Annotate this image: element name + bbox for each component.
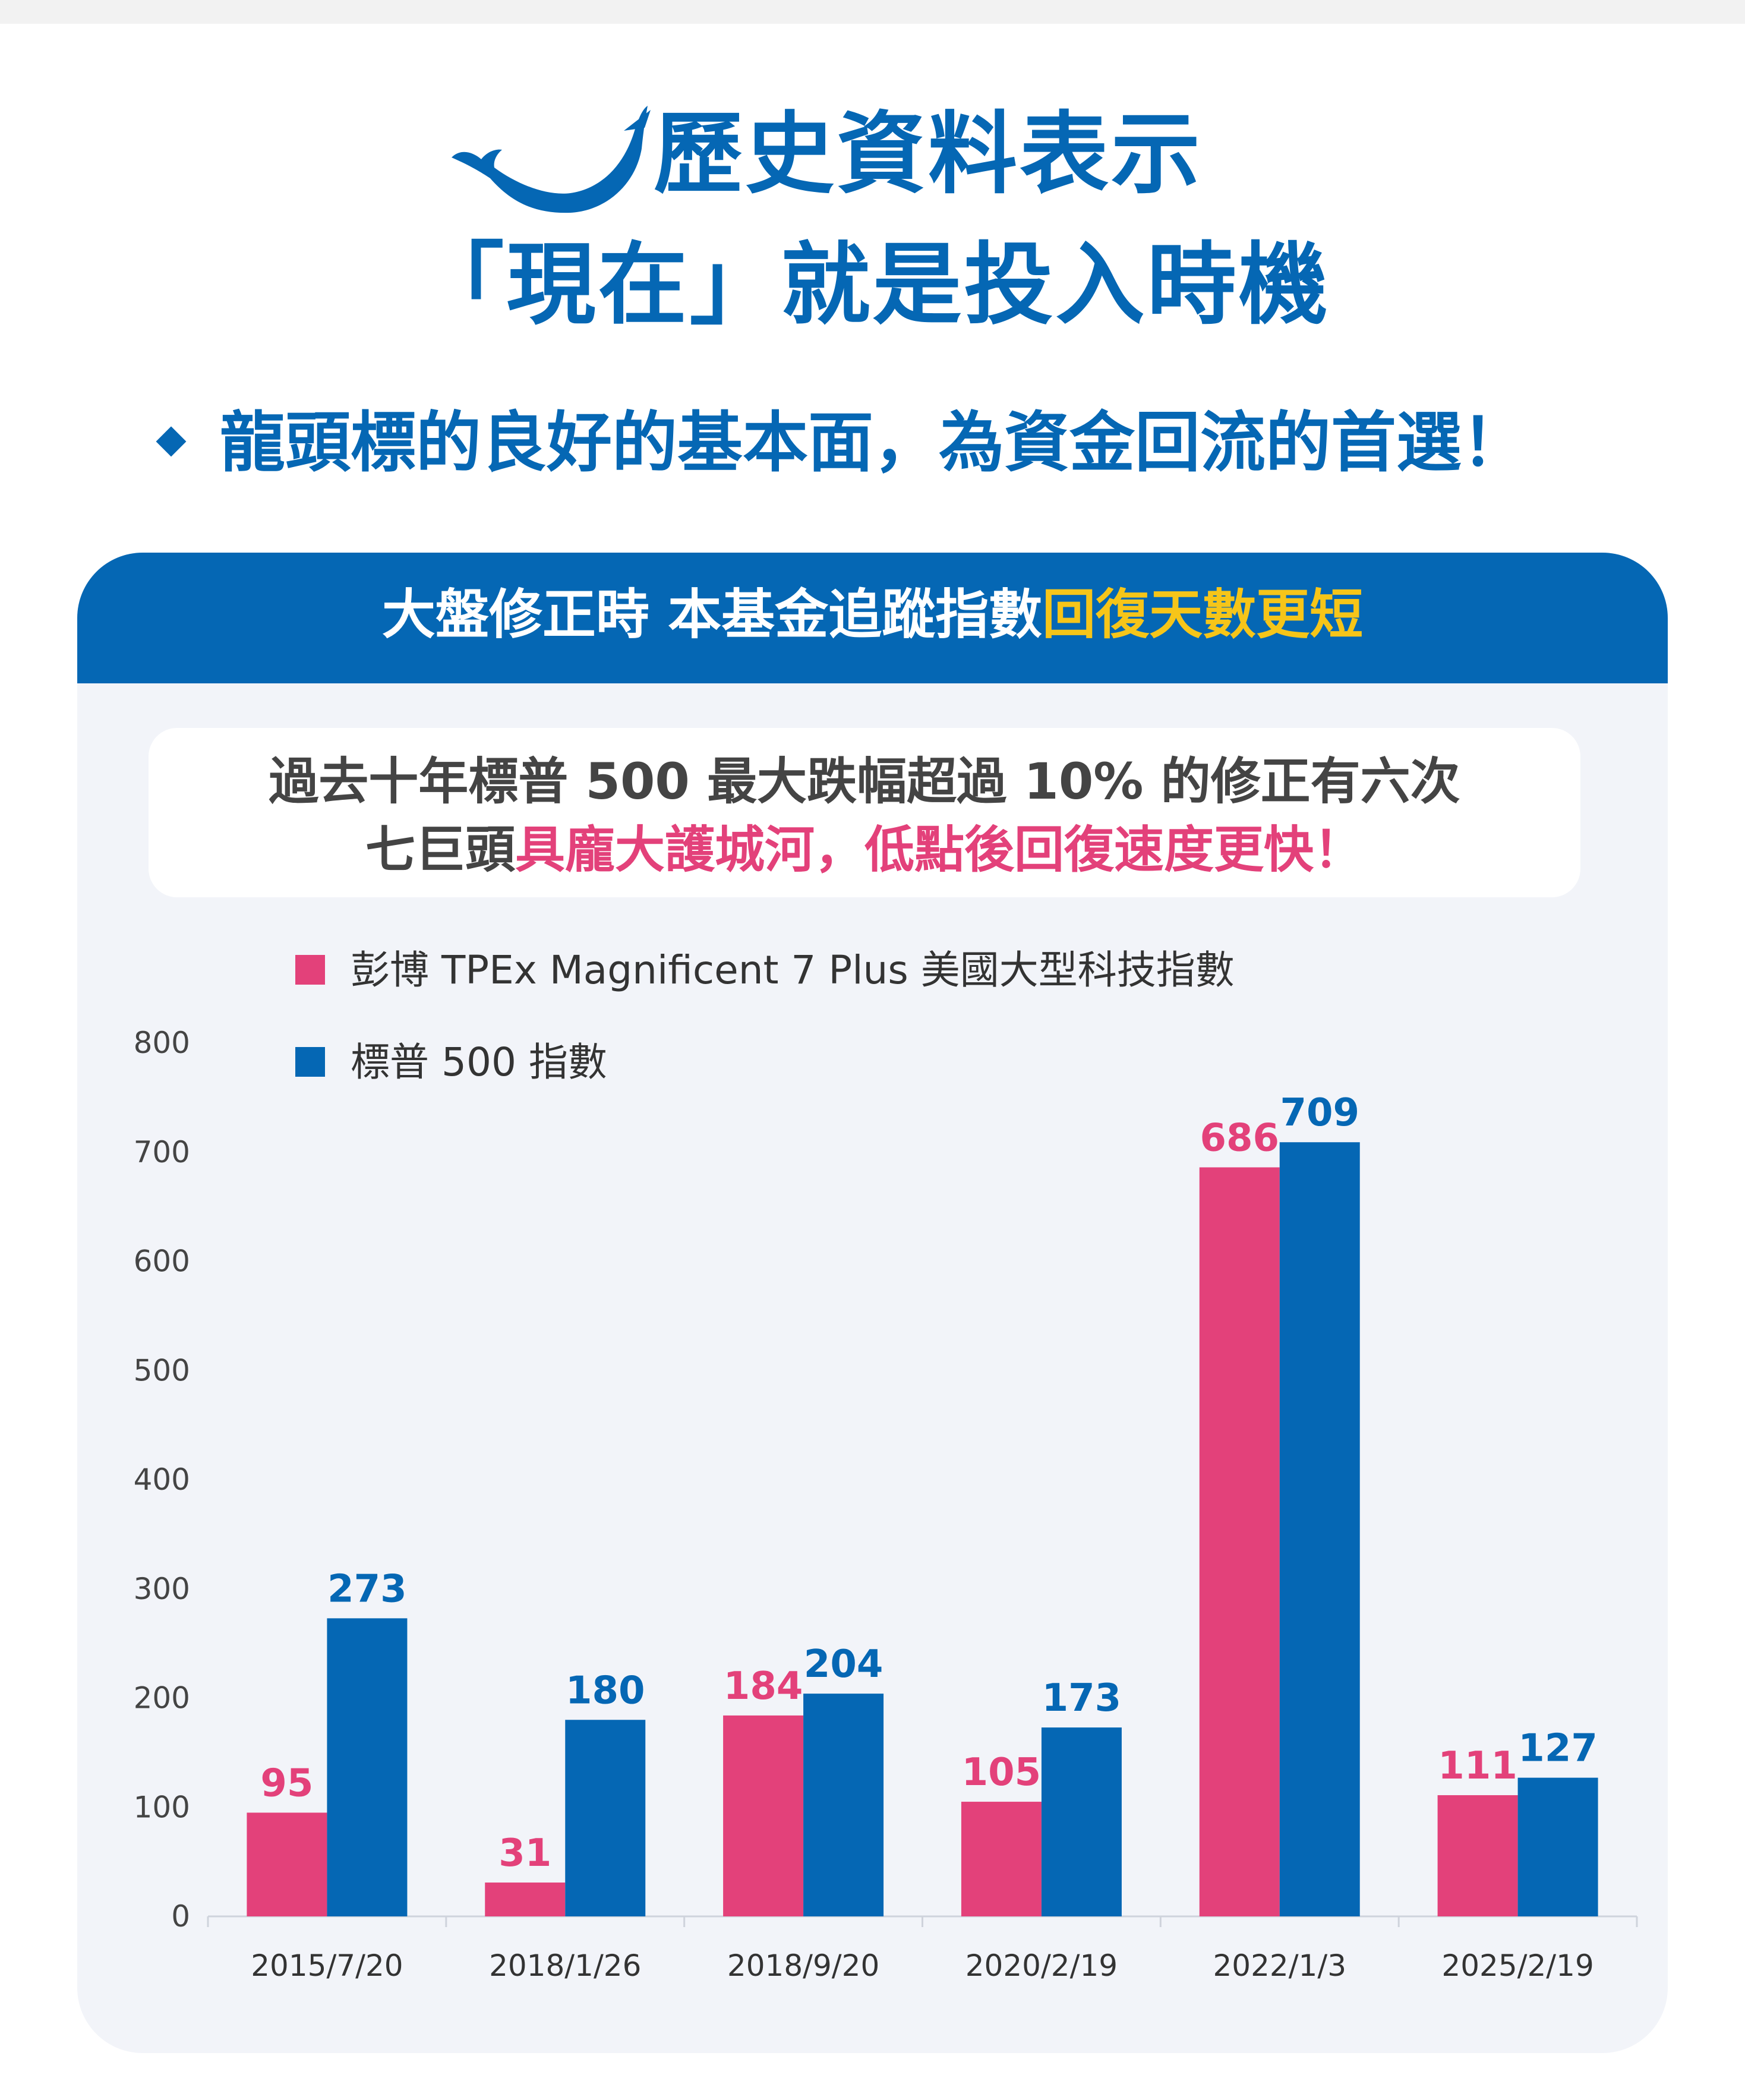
bar-value-label: 273 <box>327 1567 407 1611</box>
legend-label: 標普 500 指數 <box>351 1039 607 1085</box>
note-line2-plain: 七巨頭 <box>365 821 515 879</box>
note-line2: 七巨頭具龐大護城河，低點後回復速度更快！ <box>149 820 1580 879</box>
bar-value-label: 204 <box>804 1642 883 1686</box>
subtitle: 龍頭標的良好的基本面，為資金回流的首選！ <box>149 404 1634 481</box>
x-category-label: 2020/2/19 <box>965 1948 1118 1983</box>
bar-value-label: 111 <box>1438 1744 1517 1788</box>
bar-mag7 <box>1199 1167 1280 1916</box>
legend-label: 彭博 TPEx Magnificent 7 Plus 美國大型科技指數 <box>351 947 1235 993</box>
bar-mag7 <box>247 1812 327 1916</box>
bar-sp500 <box>1041 1727 1122 1916</box>
page-title-line2: 「現在」就是投入時機 <box>415 234 1330 337</box>
bar-value-label: 709 <box>1280 1091 1359 1135</box>
note-line1: 過去十年標普 500 最大跌幅超過 10% 的修正有六次 <box>269 752 1460 811</box>
bar-sp500 <box>803 1694 884 1916</box>
page-title-line1: 歷史資料表示 <box>654 103 1203 206</box>
panel-header: 大盤修正時 本基金追蹤指數回復天數更短 <box>77 553 1668 683</box>
y-tick-label: 800 <box>134 1026 190 1060</box>
x-category-label: 2018/9/20 <box>727 1948 879 1983</box>
subtitle-text: 龍頭標的良好的基本面，為資金回流的首選！ <box>220 405 1527 481</box>
y-tick-label: 700 <box>134 1135 190 1169</box>
bar-value-label: 184 <box>724 1664 803 1708</box>
bar-sp500 <box>327 1618 408 1916</box>
x-category-label: 2022/1/3 <box>1213 1948 1346 1983</box>
legend-swatch <box>295 955 325 985</box>
bar-value-label: 173 <box>1042 1676 1122 1720</box>
bar-mag7 <box>485 1883 566 1916</box>
y-tick-label: 300 <box>134 1572 190 1606</box>
bar-mag7 <box>723 1715 804 1916</box>
note-line2-highlight: 具龐大護城河，低點後回復速度更快！ <box>515 821 1364 879</box>
bar-sp500 <box>1279 1142 1360 1916</box>
bar-mag7 <box>1437 1795 1518 1916</box>
bar-value-label: 180 <box>566 1669 645 1713</box>
top-bar <box>0 0 1745 24</box>
panel-title: 大盤修正時 本基金追蹤指數回復天數更短 <box>77 579 1668 651</box>
x-category-label: 2015/7/20 <box>251 1948 403 1983</box>
bar-value-label: 95 <box>260 1761 313 1805</box>
y-tick-label: 100 <box>134 1790 190 1824</box>
panel-title-highlight: 回復天數更短 <box>1042 584 1364 646</box>
x-category-label: 2018/1/26 <box>489 1948 641 1983</box>
whale-icon <box>452 106 651 213</box>
bar-sp500 <box>565 1720 646 1916</box>
x-category-label: 2025/2/19 <box>1441 1948 1593 1983</box>
y-tick-label: 500 <box>134 1353 190 1388</box>
legend-swatch <box>295 1047 325 1077</box>
y-tick-label: 400 <box>134 1462 190 1497</box>
y-tick-label: 600 <box>134 1244 190 1279</box>
bar-value-label: 127 <box>1518 1727 1598 1771</box>
y-tick-label: 200 <box>134 1681 190 1716</box>
bar-value-label: 686 <box>1200 1116 1279 1160</box>
bar-mag7 <box>961 1802 1042 1916</box>
bar-value-label: 105 <box>962 1751 1042 1795</box>
bar-sp500 <box>1517 1777 1598 1916</box>
panel-title-main: 大盤修正時 本基金追蹤指數 <box>381 584 1043 646</box>
bar-value-label: 31 <box>498 1831 551 1875</box>
note-box: 過去十年標普 500 最大跌幅超過 10% 的修正有六次 七巨頭具龐大護城河，低… <box>149 728 1580 897</box>
y-tick-label: 0 <box>171 1899 190 1934</box>
diamond-bullet-icon <box>156 426 187 457</box>
